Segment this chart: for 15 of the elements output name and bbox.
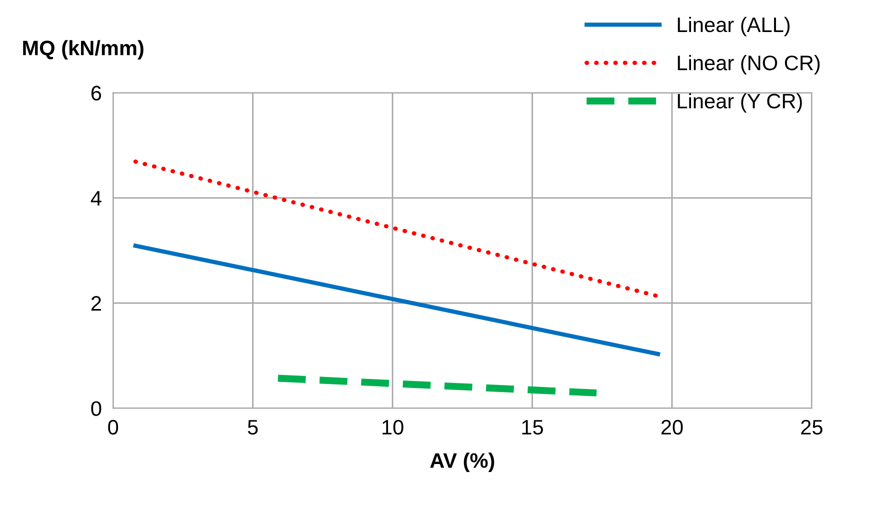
y-axis-title: MQ (kN/mm): [23, 40, 144, 60]
y-tick-label: 6: [91, 86, 102, 100]
x-tick-label: 25: [801, 420, 822, 435]
x-tick-label: 20: [661, 420, 683, 435]
x-tick-label: 0: [108, 420, 118, 435]
legend-label: Linear (Y CR): [678, 93, 802, 113]
y-tick-label: 0: [91, 401, 102, 416]
x-tick-label: 15: [522, 420, 543, 435]
y-tick-label: 4: [90, 191, 102, 206]
x-tick-label: 5: [248, 420, 258, 435]
x-tick-label: 10: [382, 420, 404, 435]
legend-label: Linear (ALL): [678, 16, 790, 36]
x-axis-title: AV (%): [430, 452, 494, 472]
legend-label: Linear (NO CR): [678, 55, 820, 74]
y-tick-label: 2: [91, 296, 101, 311]
